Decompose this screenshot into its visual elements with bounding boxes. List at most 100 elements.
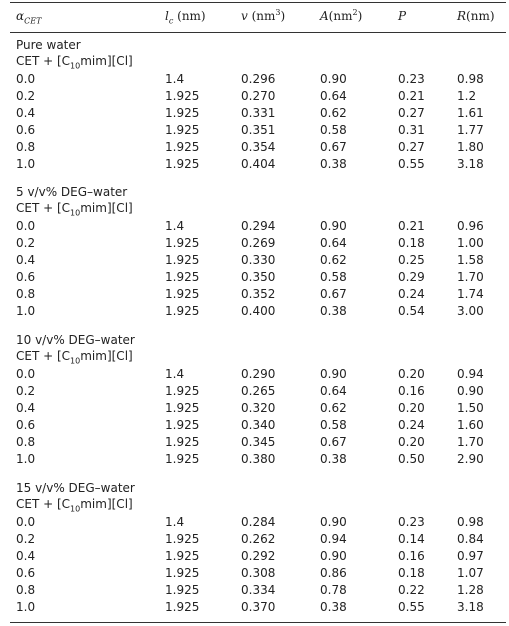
table-cell: 1.00 — [457, 236, 484, 250]
table-cell: 1.2 — [457, 89, 477, 103]
header-lc: lc (nm) — [165, 9, 206, 26]
table-row: 0.6 1.925 0.351 0.58 0.31 1.77 — [0, 123, 509, 140]
group-mixture-label: CET + [C10mim][Cl] — [16, 349, 133, 366]
table-cell: 0.62 — [320, 253, 347, 267]
table-cell: 0.67 — [320, 140, 347, 154]
table-cell: 1.58 — [457, 253, 484, 267]
table-cell: 0.284 — [241, 515, 276, 529]
group-mixture-label: CET + [C10mim][Cl] — [16, 54, 133, 71]
table-cell: 1.70 — [457, 270, 484, 284]
table-cell: 0.0 — [16, 367, 36, 381]
group-title: Pure water — [16, 38, 81, 52]
table-cell: 0.90 — [320, 549, 347, 563]
table-cell: 0.90 — [320, 219, 347, 233]
table-cell: 0.0 — [16, 515, 36, 529]
table-cell: 3.18 — [457, 157, 484, 171]
table-cell: 0.292 — [241, 549, 276, 563]
table-row: 0.2 1.925 0.270 0.64 0.21 1.2 — [0, 89, 509, 106]
table-cell: 0.334 — [241, 583, 276, 597]
group-mixture-label: CET + [C10mim][Cl] — [16, 497, 133, 514]
table-row: 0.8 1.925 0.352 0.67 0.24 1.74 — [0, 287, 509, 304]
table-cell: 0.67 — [320, 435, 347, 449]
table-cell: 1.925 — [165, 452, 200, 466]
table-cell: 0.86 — [320, 566, 347, 580]
table-row: 0.6 1.925 0.340 0.58 0.24 1.60 — [0, 418, 509, 435]
table-cell: 0.54 — [398, 304, 425, 318]
table-row: 0.4 1.925 0.331 0.62 0.27 1.61 — [0, 106, 509, 123]
header-alpha-cet: αCET — [16, 9, 42, 26]
table-cell: 1.4 — [165, 219, 185, 233]
table-cell: 0.50 — [398, 452, 425, 466]
table-cell: 0.331 — [241, 106, 276, 120]
table-cell: 0.98 — [457, 72, 484, 86]
table-cell: 1.925 — [165, 583, 200, 597]
table-cell: 1.925 — [165, 140, 200, 154]
table-cell: 1.4 — [165, 515, 185, 529]
table-cell: 0.8 — [16, 140, 36, 154]
table-cell: 0.55 — [398, 600, 425, 614]
table-cell: 1.925 — [165, 549, 200, 563]
table-cell: 1.0 — [16, 452, 36, 466]
table-cell: 0.330 — [241, 253, 276, 267]
table-cell: 0.6 — [16, 123, 36, 137]
table-cell: 1.925 — [165, 106, 200, 120]
table-cell: 0.2 — [16, 89, 36, 103]
table-cell: 0.90 — [457, 384, 484, 398]
table-cell: 0.2 — [16, 532, 36, 546]
table-cell: 0.6 — [16, 418, 36, 432]
table-cell: 0.2 — [16, 384, 36, 398]
table-cell: 0.294 — [241, 219, 276, 233]
table-row: 1.0 1.925 0.380 0.38 0.50 2.90 — [0, 452, 509, 469]
table-cell: 0.320 — [241, 401, 276, 415]
table-cell: 0.20 — [398, 367, 425, 381]
table-row: 0.2 1.925 0.262 0.94 0.14 0.84 — [0, 532, 509, 549]
table-cell: 0.38 — [320, 304, 347, 318]
table-cell: 1.80 — [457, 140, 484, 154]
table-cell: 0.27 — [398, 106, 425, 120]
table-cell: 0.16 — [398, 549, 425, 563]
table-cell: 0.20 — [398, 435, 425, 449]
table-cell: 0.90 — [320, 515, 347, 529]
table-cell: 1.925 — [165, 270, 200, 284]
table-cell: 0.8 — [16, 583, 36, 597]
table-cell: 0.6 — [16, 270, 36, 284]
table-cell: 0.14 — [398, 532, 425, 546]
table-cell: 0.20 — [398, 401, 425, 415]
table-cell: 0.23 — [398, 72, 425, 86]
table-cell: 1.925 — [165, 253, 200, 267]
table-row: 0.8 1.925 0.354 0.67 0.27 1.80 — [0, 140, 509, 157]
table-row: 0.6 1.925 0.308 0.86 0.18 1.07 — [0, 566, 509, 583]
table-cell: 0.380 — [241, 452, 276, 466]
table-cell: 0.4 — [16, 106, 36, 120]
header-p: P — [398, 9, 407, 23]
table-cell: 0.62 — [320, 401, 347, 415]
table-row: 0.0 1.4 0.290 0.90 0.20 0.94 — [0, 367, 509, 384]
header-rule — [10, 32, 506, 33]
table-cell: 3.18 — [457, 600, 484, 614]
table-cell: 0.352 — [241, 287, 276, 301]
table-cell: 0.269 — [241, 236, 276, 250]
table-row: 0.2 1.925 0.265 0.64 0.16 0.90 — [0, 384, 509, 401]
table-cell: 0.2 — [16, 236, 36, 250]
group-title: 5 v/v% DEG–water — [16, 185, 128, 199]
table-cell: 3.00 — [457, 304, 484, 318]
table-cell: 0.21 — [398, 89, 425, 103]
table-cell: 0.18 — [398, 236, 425, 250]
table-cell: 0.18 — [398, 566, 425, 580]
top-rule — [10, 2, 506, 3]
table-cell: 0.64 — [320, 384, 347, 398]
table-cell: 1.50 — [457, 401, 484, 415]
table-cell: 0.4 — [16, 549, 36, 563]
table-cell: 0.400 — [241, 304, 276, 318]
header-v: v (nm3) — [241, 8, 286, 24]
table-cell: 1.0 — [16, 600, 36, 614]
table-cell: 1.925 — [165, 123, 200, 137]
table-cell: 0.265 — [241, 384, 276, 398]
table-cell: 0.38 — [320, 452, 347, 466]
table-cell: 0.4 — [16, 253, 36, 267]
table-cell: 0.24 — [398, 418, 425, 432]
table-cell: 0.94 — [457, 367, 484, 381]
group-title: 15 v/v% DEG–water — [16, 481, 135, 495]
table-row: 0.0 1.4 0.294 0.90 0.21 0.96 — [0, 219, 509, 236]
table-cell: 0.38 — [320, 600, 347, 614]
